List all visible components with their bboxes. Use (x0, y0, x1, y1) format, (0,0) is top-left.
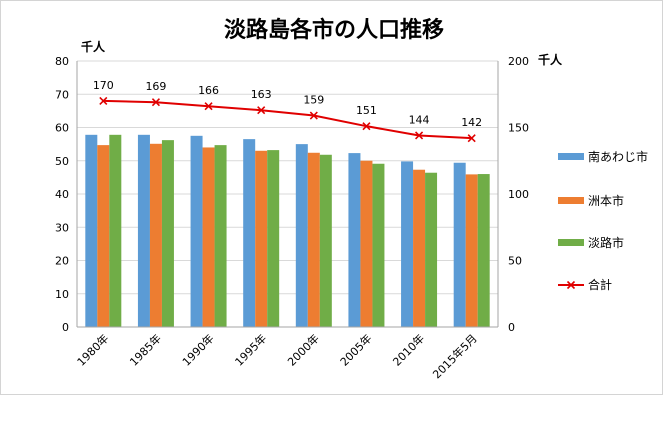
bar-1 (255, 150, 268, 327)
total-data-label: 166 (198, 84, 219, 97)
bar-1 (360, 160, 373, 327)
total-marker (362, 122, 371, 131)
right-axis-unit: 千人 (538, 52, 563, 67)
bar-2 (372, 163, 385, 327)
bar-0 (243, 139, 256, 327)
bar-0 (190, 135, 203, 327)
category-label: 1990年 (179, 331, 216, 368)
bar-2 (161, 140, 174, 327)
left-tick-label: 80 (55, 55, 69, 68)
category-label: 2000年 (284, 331, 321, 368)
total-line-path (103, 99, 472, 140)
total-marker (467, 134, 476, 143)
marker-stroke (309, 111, 318, 120)
total-marker (99, 96, 108, 105)
bars (85, 134, 490, 327)
marker-stroke (204, 102, 213, 111)
left-axis-unit: 千人 (81, 39, 106, 54)
total-marker (257, 106, 266, 115)
bar-2 (109, 134, 122, 327)
total-marker (204, 102, 213, 111)
data-labels: 170 169 166 163 159 151 144 142 (93, 79, 482, 129)
total-marker (309, 111, 318, 120)
bar-2 (477, 174, 490, 327)
total-data-label: 142 (461, 116, 482, 129)
bar-0 (401, 161, 414, 327)
bar-1 (97, 145, 110, 327)
total-marker (414, 131, 424, 140)
marker-stroke (257, 106, 266, 115)
total-data-label: 144 (409, 113, 430, 126)
legend-label: 南あわじ市 (588, 149, 648, 164)
category-label: 2010年 (390, 331, 427, 368)
legend-label: 洲本市 (588, 193, 624, 208)
right-tick-label: 50 (508, 255, 522, 268)
category-label: 2015年5月 (430, 331, 480, 381)
population-chart: 淡路島各市の人口推移 千人 千人 0 10 20 30 40 50 60 70 80 0 50 100… (55, 17, 648, 381)
bar-0 (348, 153, 361, 327)
chart-frame: 淡路島各市の人口推移 千人 千人 0 10 20 30 40 50 60 70 80 0 50 100… (0, 0, 663, 395)
total-line (99, 96, 476, 143)
total-data-label: 170 (93, 79, 114, 92)
total-marker (151, 98, 161, 107)
left-tick-label: 10 (55, 288, 69, 301)
total-data-label: 163 (251, 88, 272, 101)
total-data-label: 169 (145, 80, 166, 93)
legend-label: 合計 (588, 277, 612, 292)
marker-stroke (99, 96, 108, 105)
right-tick-label: 150 (508, 122, 529, 135)
bar-0 (453, 162, 466, 327)
legend-marker (566, 280, 576, 290)
bar-0 (137, 134, 150, 327)
chart-title: 淡路島各市の人口推移 (224, 17, 444, 43)
bar-1 (413, 169, 426, 327)
marker-stroke (362, 122, 371, 131)
category-label: 1985年 (127, 331, 164, 368)
legend-swatch (558, 153, 584, 160)
right-tick-label: 200 (508, 55, 529, 68)
left-tick-label: 70 (55, 88, 69, 101)
bar-2 (425, 172, 438, 327)
category-label: 2005年 (337, 331, 374, 368)
left-tick-label: 50 (55, 155, 69, 168)
left-tick-label: 20 (55, 255, 69, 268)
left-tick-label: 40 (55, 188, 69, 201)
bar-2 (214, 145, 227, 327)
right-tick-label: 0 (508, 321, 515, 334)
bar-1 (307, 152, 320, 327)
category-label: 1980年 (74, 331, 111, 368)
left-tick-label: 30 (55, 221, 69, 234)
total-data-label: 159 (303, 94, 324, 107)
bar-2 (319, 154, 332, 327)
bar-0 (85, 134, 98, 327)
bar-2 (267, 150, 280, 327)
bar-1 (149, 143, 162, 327)
category-label: 1995年 (232, 331, 269, 368)
left-tick-label: 60 (55, 122, 69, 135)
left-tick-label: 0 (62, 321, 69, 334)
bar-1 (202, 147, 215, 327)
legend-swatch (558, 239, 584, 246)
marker-stroke (414, 131, 424, 140)
total-data-label: 151 (356, 104, 377, 117)
legend-label: 淡路市 (588, 235, 624, 250)
marker-stroke (467, 134, 476, 143)
bar-1 (465, 174, 478, 327)
right-tick-label: 100 (508, 188, 529, 201)
legend-swatch (558, 197, 584, 204)
bar-0 (295, 144, 308, 327)
marker-stroke (151, 98, 161, 107)
